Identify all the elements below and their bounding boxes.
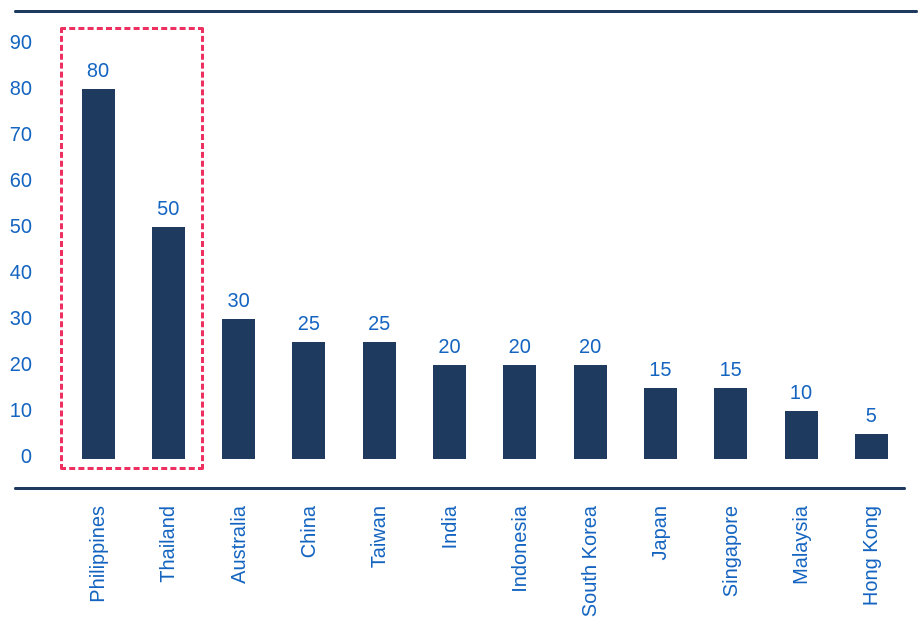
bar-value-label: 25 <box>368 313 391 335</box>
y-axis-tick-label: 30 <box>9 308 32 330</box>
bar-value-label: 80 <box>86 60 110 82</box>
x-axis-category-label: Japan <box>649 506 672 561</box>
bar-value-label: 50 <box>157 198 180 220</box>
bar-value-label: 30 <box>227 290 250 312</box>
y-axis-tick-label: 60 <box>9 170 32 192</box>
y-axis-tick-label: 20 <box>9 354 32 376</box>
bar-value-label: 20 <box>508 336 531 358</box>
bar-value-label: 15 <box>719 359 742 381</box>
x-axis-category-label: Malaysia <box>790 506 812 585</box>
x-axis-category-label: China <box>297 506 320 559</box>
top-rule <box>14 10 918 13</box>
x-axis-category-label: Singapore <box>719 506 742 598</box>
bar <box>503 365 537 459</box>
y-axis-tick-label: 80 <box>9 78 32 100</box>
bar <box>854 434 888 459</box>
bar-value-label: 20 <box>578 336 602 358</box>
bar-value-label: 15 <box>649 359 672 381</box>
x-axis-category-label: Philippines <box>87 506 109 603</box>
bar <box>784 411 818 459</box>
bar <box>81 89 115 459</box>
x-axis-category-label: Hong Kong <box>860 506 883 607</box>
highlight-dashed-box <box>60 27 204 470</box>
bar <box>151 227 185 459</box>
bar <box>573 365 607 459</box>
bar <box>292 342 326 459</box>
y-axis-tick-label: 70 <box>9 124 32 146</box>
bar <box>714 388 748 459</box>
bar-value-label: 20 <box>438 336 461 358</box>
x-axis-category-label: India <box>438 506 461 550</box>
x-axis-category-label: Australia <box>227 506 250 584</box>
bar-value-label: 5 <box>865 405 877 427</box>
y-axis-tick-label: 0 <box>20 446 32 468</box>
bar <box>643 388 677 459</box>
bar <box>433 365 466 459</box>
y-axis-tick-label: 10 <box>9 400 32 422</box>
x-axis-category-label: South Korea <box>579 506 602 618</box>
y-axis-tick-label: 90 <box>9 32 32 54</box>
y-axis-tick-label: 50 <box>9 216 32 238</box>
bar-value-label: 25 <box>297 313 321 335</box>
bar <box>362 342 396 459</box>
x-axis-baseline-rule <box>14 487 906 490</box>
x-axis-category-label: Taiwan <box>368 506 391 569</box>
bar <box>222 319 256 459</box>
x-axis-category-label: Indonesia <box>508 506 531 593</box>
bar-value-label: 10 <box>789 382 813 404</box>
x-axis-category-label: Thailand <box>157 506 180 583</box>
y-axis-tick-label: 40 <box>9 262 32 284</box>
